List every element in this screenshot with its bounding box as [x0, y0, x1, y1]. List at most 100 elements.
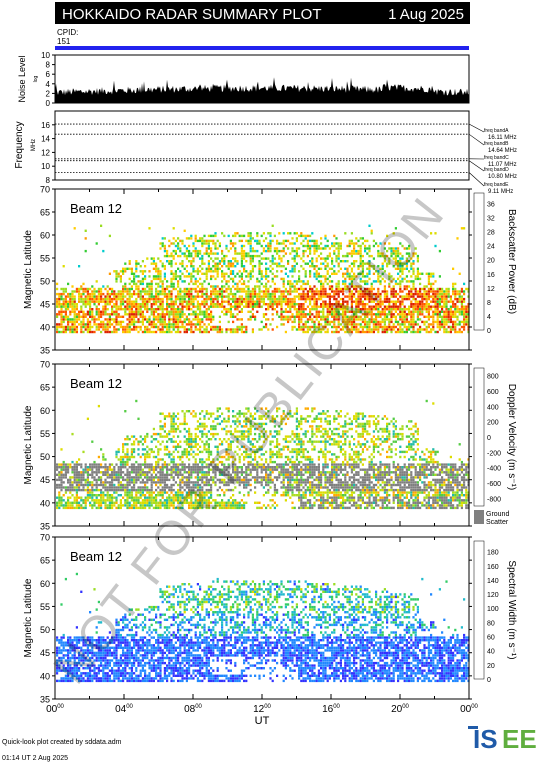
scatter-cell — [144, 277, 147, 281]
scatter-cell — [91, 486, 94, 489]
scatter-cell — [445, 290, 448, 293]
scatter-cell — [216, 285, 219, 288]
scatter-cell — [256, 310, 259, 313]
scatter-cell — [172, 325, 175, 329]
scatter-cell — [181, 494, 184, 497]
scatter-cell — [199, 239, 202, 243]
scatter-cell — [161, 244, 164, 248]
scatter-cell — [60, 318, 63, 321]
scatter-cell — [397, 262, 400, 265]
scatter-cell — [128, 458, 131, 461]
scatter-cell — [119, 455, 122, 459]
scatter-cell — [80, 463, 83, 466]
scatter-cell — [205, 270, 208, 273]
scatter-cell — [179, 478, 182, 482]
scatter-cell — [388, 282, 391, 286]
scatter-cell — [238, 318, 241, 321]
scatter-cell — [152, 300, 155, 303]
scatter-cell — [170, 473, 173, 476]
lat-ytick-label: 55 — [40, 254, 50, 264]
scatter-cell — [383, 257, 386, 260]
scatter-cell — [243, 244, 246, 248]
scatter-cell — [271, 290, 274, 293]
scatter-cell — [304, 262, 307, 265]
scatter-cell — [144, 270, 147, 273]
scatter-cell — [227, 280, 230, 283]
scatter-cell — [196, 435, 199, 438]
scatter-cell — [454, 297, 457, 301]
scatter-cell — [410, 330, 413, 334]
scatter-cell — [128, 506, 131, 510]
scatter-cell — [174, 491, 177, 494]
scatter-cell — [300, 305, 303, 308]
scatter-cell — [181, 325, 184, 329]
scatter-cell — [245, 303, 248, 306]
scatter-cell — [166, 445, 169, 448]
scatter-cell — [201, 310, 204, 313]
scatter-cell — [137, 496, 140, 499]
scatter-cell — [271, 295, 274, 298]
scatter-cell — [344, 260, 347, 263]
scatter-cell — [221, 328, 224, 331]
scatter-cell — [56, 282, 59, 286]
scatter-cell — [214, 295, 217, 298]
scatter-cell — [69, 496, 72, 499]
scatter-cell — [342, 320, 345, 324]
scatter-cell — [458, 308, 461, 311]
scatter-cell — [137, 440, 140, 443]
scatter-cell — [254, 300, 257, 303]
scatter-cell — [245, 270, 248, 273]
scatter-cell — [344, 323, 347, 326]
scatter-cell — [73, 328, 76, 331]
scatter-cell — [161, 242, 164, 245]
scatter-cell — [333, 325, 336, 329]
scatter-cell — [108, 476, 111, 479]
scatter-cell — [148, 270, 151, 273]
scatter-cell — [86, 491, 89, 494]
scatter-cell — [139, 292, 142, 296]
scatter-cell — [432, 290, 435, 293]
scatter-cell — [414, 275, 417, 278]
scatter-cell — [298, 303, 301, 306]
scatter-cell — [100, 494, 103, 497]
scatter-cell — [183, 466, 186, 469]
scatter-cell — [256, 234, 259, 238]
scatter-cell — [214, 287, 217, 291]
scatter-cell — [348, 239, 351, 243]
scatter-cell — [102, 501, 105, 504]
scatter-cell — [80, 315, 83, 318]
scatter-cell — [75, 305, 78, 308]
scatter-cell — [353, 242, 356, 245]
scatter-cell — [67, 325, 70, 329]
scatter-cell — [124, 308, 127, 311]
scatter-cell — [353, 277, 356, 281]
scatter-cell — [282, 254, 285, 258]
scatter-cell — [216, 297, 219, 301]
cpid-bar — [55, 46, 469, 50]
scatter-cell — [452, 315, 455, 318]
scatter-cell — [163, 506, 166, 510]
scatter-cell — [75, 468, 78, 471]
scatter-cell — [207, 305, 210, 308]
scatter-cell — [324, 257, 327, 260]
scatter-cell — [355, 330, 358, 334]
scatter-cell — [100, 504, 103, 507]
scatter-cell — [71, 305, 74, 308]
scatter-cell — [194, 280, 197, 283]
scatter-cell — [419, 325, 422, 329]
scatter-cell — [436, 295, 439, 298]
scatter-cell — [161, 328, 164, 331]
scatter-cell — [302, 325, 305, 329]
scatter-cell — [236, 313, 239, 316]
scatter-cell — [210, 313, 213, 316]
scatter-cell — [271, 254, 274, 258]
scatter-cell — [78, 486, 81, 489]
scatter-cell — [293, 290, 296, 293]
scatter-cell — [194, 427, 197, 431]
scatter-cell — [364, 323, 367, 326]
scatter-cell — [229, 305, 232, 308]
scatter-cell — [221, 252, 224, 255]
scatter-cell — [337, 244, 340, 248]
scatter-cell — [192, 300, 195, 303]
scatter-cell — [368, 305, 371, 308]
